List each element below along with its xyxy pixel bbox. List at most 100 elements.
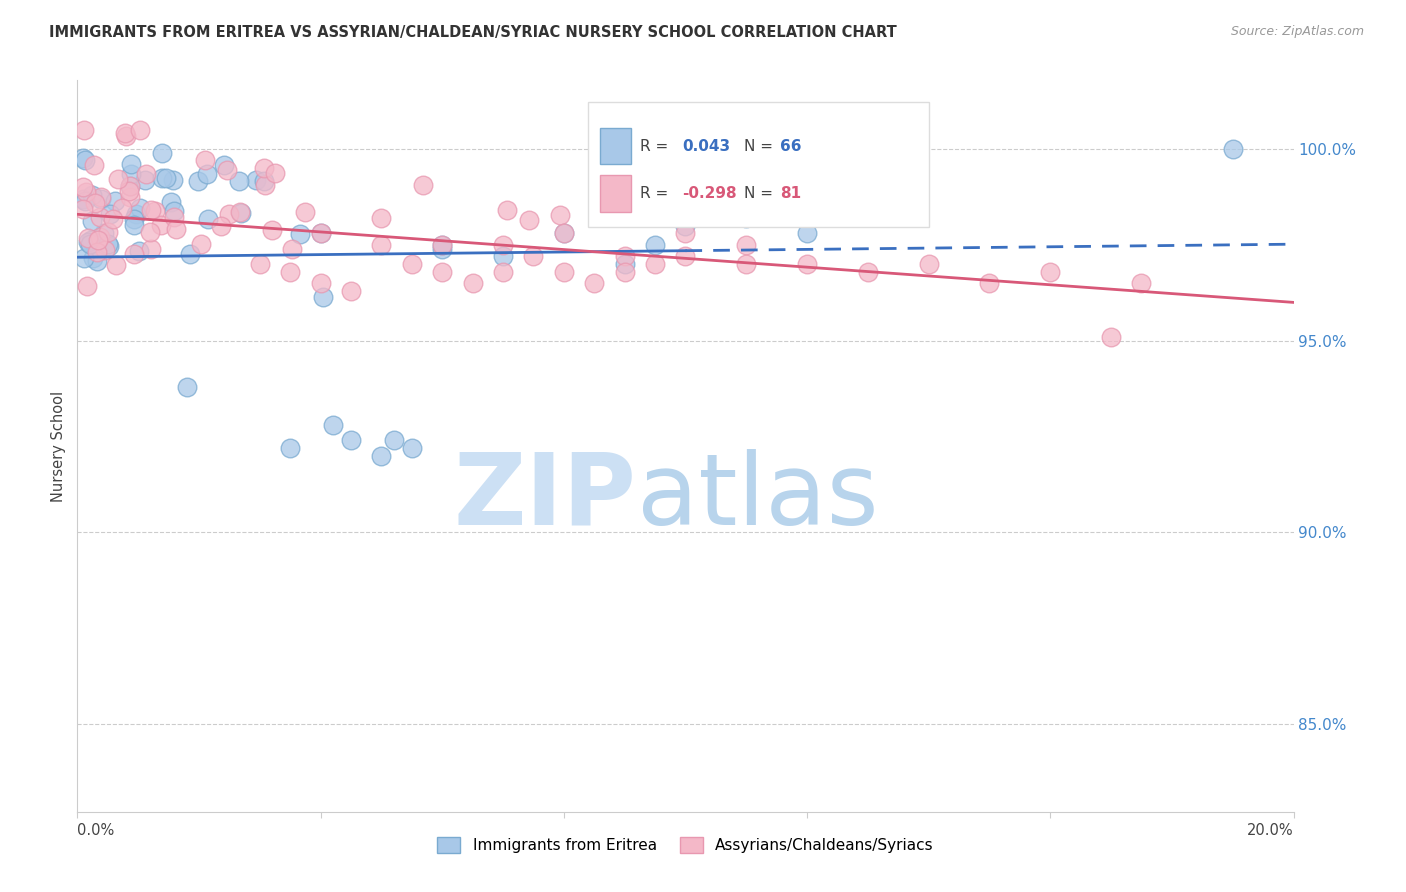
Point [1039,265,1062,279]
Point [796,257,818,271]
Point [159,195,181,210]
Point [73,251,96,265]
Point [412,178,434,192]
Point [176,379,198,393]
Point [309,277,332,291]
Y-axis label: Nursery School: Nursery School [51,391,66,501]
Point [76,279,98,293]
Point [194,153,217,168]
Point [72,180,94,194]
Point [735,257,758,271]
Point [340,434,363,448]
Point [294,205,316,219]
Point [918,257,941,271]
Point [613,257,636,271]
Point [675,227,697,241]
Text: Source: ZipAtlas.com: Source: ZipAtlas.com [1230,25,1364,38]
Point [553,265,575,279]
Point [249,257,271,271]
Point [309,227,332,241]
Point [166,222,188,236]
Point [139,242,162,256]
Point [111,201,134,215]
Point [228,174,250,188]
Point [129,201,152,215]
Point [264,166,287,180]
Point [195,167,218,181]
Point [104,258,127,272]
Point [190,236,212,251]
Point [430,265,453,279]
Point [124,247,146,261]
Point [262,223,284,237]
Point [124,211,146,226]
FancyBboxPatch shape [588,103,929,227]
Point [118,178,141,193]
Point [122,219,145,233]
Point [245,172,267,186]
Text: R =: R = [640,138,673,153]
Point [139,202,162,217]
Text: 20.0%: 20.0% [1247,823,1294,838]
Point [979,277,1001,291]
Point [125,207,148,221]
Point [90,192,112,206]
Point [370,238,392,252]
Point [278,265,301,279]
Point [382,434,405,448]
Point [150,171,173,186]
Point [149,219,172,233]
Point [553,227,575,241]
Point [72,202,94,216]
Text: 0.043: 0.043 [682,138,730,153]
Point [73,153,96,167]
Point [522,249,544,263]
Point [197,211,219,226]
Point [80,214,103,228]
Point [517,212,540,227]
Point [155,170,177,185]
Point [765,200,787,214]
Point [229,204,252,219]
Point [120,157,142,171]
Point [229,206,252,220]
Point [675,219,697,233]
Point [492,238,515,252]
Point [735,238,758,252]
Point [401,257,423,271]
Point [139,226,162,240]
Point [430,238,453,252]
Point [209,219,232,234]
Point [309,227,332,241]
Point [162,172,184,186]
Point [89,210,111,224]
Point [120,167,142,181]
Point [86,254,108,268]
Point [583,277,606,291]
Point [143,203,166,218]
Point [212,158,235,172]
Point [75,185,97,199]
Point [254,178,277,192]
Text: IMMIGRANTS FROM ERITREA VS ASSYRIAN/CHALDEAN/SYRIAC NURSERY SCHOOL CORRELATION C: IMMIGRANTS FROM ERITREA VS ASSYRIAN/CHAL… [49,25,897,40]
Point [114,128,136,143]
Point [72,192,94,206]
FancyBboxPatch shape [600,128,631,164]
Point [128,244,150,258]
Point [553,227,575,241]
Point [89,230,111,244]
Point [312,290,335,304]
Point [856,265,879,279]
Point [217,163,239,178]
Point [75,194,97,208]
Point [107,172,129,186]
Point [1222,142,1244,156]
Point [120,179,142,194]
Point [128,123,150,137]
Text: 81: 81 [780,186,801,202]
Text: 66: 66 [780,138,801,153]
Point [492,265,515,279]
Point [97,225,120,239]
Point [163,210,186,224]
Point [278,441,301,455]
